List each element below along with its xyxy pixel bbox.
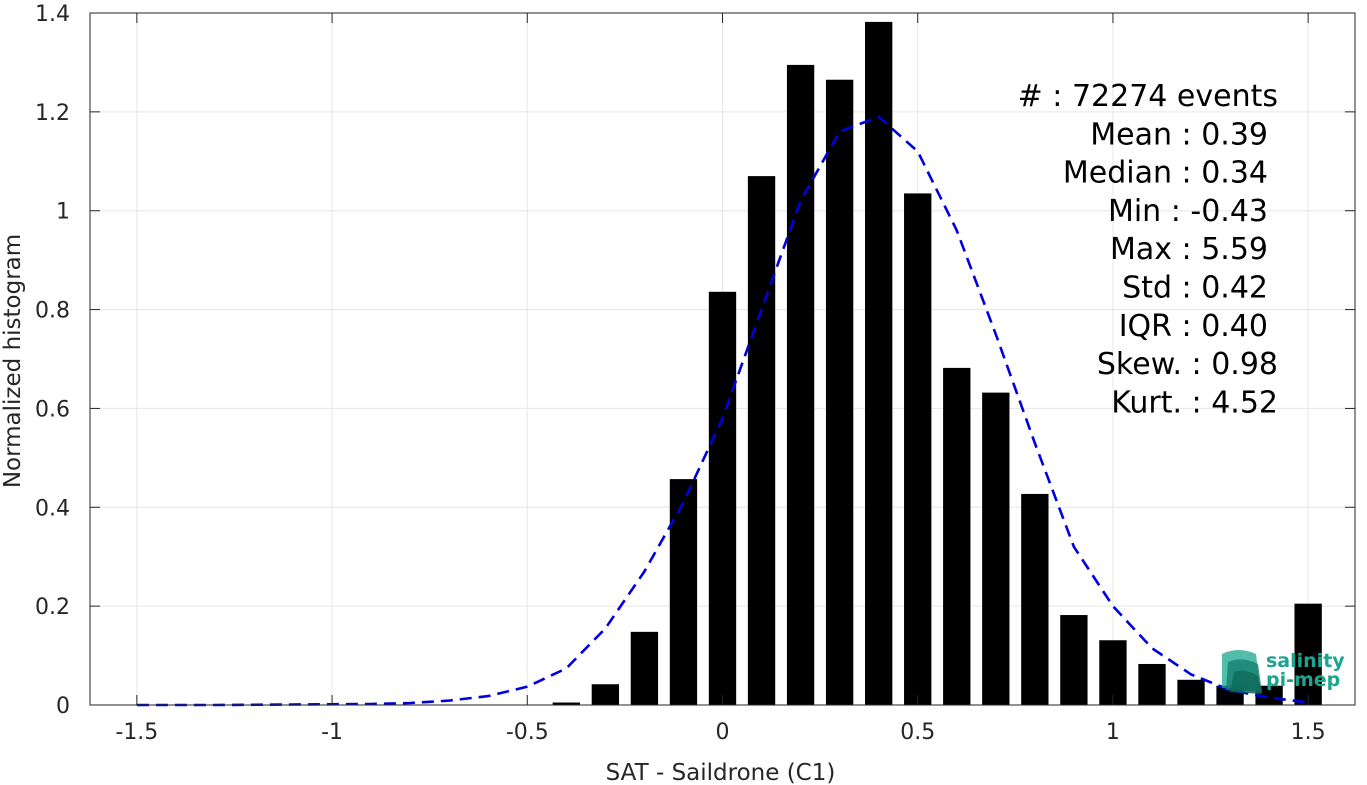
histogram-bar — [747, 176, 776, 706]
histogram-bar — [1060, 615, 1088, 705]
histogram-bar — [1021, 493, 1049, 705]
histogram-bar — [708, 291, 737, 705]
histogram-bar — [630, 631, 659, 705]
axis-ticks: -1.5 -1 -0.5 0 0.5 1 1.5 0 0.2 0.4 0.6 0.8 1 1.2 1.4 — [35, 2, 1355, 745]
stat-min: Min : -0.43 — [1108, 194, 1268, 229]
y-tick-label: 0.2 — [35, 595, 70, 620]
histogram-bar — [1177, 679, 1205, 705]
stat-median: Median : 0.34 — [1063, 156, 1268, 191]
y-axis-label: Normalized histogram — [0, 234, 26, 488]
wave-logo-icon — [1222, 650, 1262, 694]
histogram-bar — [786, 64, 815, 705]
stat-max: Max : 5.59 — [1110, 232, 1268, 267]
stat-iqr: IQR : 0.40 — [1119, 309, 1268, 344]
histogram-bar — [552, 702, 580, 705]
histogram-bar — [591, 684, 620, 705]
x-tick-label: -1.5 — [115, 720, 158, 745]
grid-lines — [90, 12, 1355, 706]
histogram-bar — [1294, 603, 1322, 705]
histogram-bar — [669, 479, 698, 705]
x-tick-label: 0 — [716, 720, 730, 745]
x-tick-label: 1.5 — [1291, 720, 1326, 745]
y-tick-label: 0 — [56, 694, 70, 719]
stat-mean: Mean : 0.39 — [1090, 117, 1268, 152]
logo-text-salinity: salinity — [1266, 650, 1345, 672]
y-tick-label: 0.4 — [35, 496, 70, 521]
y-tick-label: 0.6 — [35, 397, 70, 422]
stat-kurt: Kurt. : 4.52 — [1111, 385, 1278, 420]
histogram-bar — [865, 21, 893, 705]
x-tick-label: 1 — [1106, 720, 1120, 745]
x-tick-label: -1 — [321, 720, 343, 745]
histogram-bar — [943, 367, 971, 705]
histogram-bar — [904, 193, 932, 705]
stat-skew: Skew. : 0.98 — [1097, 347, 1278, 382]
x-tick-label: -0.5 — [506, 720, 549, 745]
x-axis-label: SAT - Saildrone (C1) — [606, 760, 836, 785]
histogram-bar — [982, 392, 1010, 705]
y-tick-label: 1 — [56, 200, 70, 225]
logo-text-pimep: pi-mep — [1266, 669, 1340, 691]
stats-annotation: # : 72274 events Mean : 0.39 Median : 0.… — [1018, 79, 1278, 420]
x-tick-label: 0.5 — [900, 720, 935, 745]
histogram-bar — [1138, 663, 1166, 705]
histogram-bar — [1255, 685, 1283, 705]
y-tick-label: 1.4 — [35, 2, 70, 27]
histogram-bar — [825, 79, 854, 705]
salinity-pimep-logo: salinity pi-mep — [1222, 650, 1345, 694]
stat-events: # : 72274 events — [1018, 79, 1278, 114]
fit-curve — [136, 115, 1309, 707]
bar-series — [552, 21, 1322, 706]
histogram-bar — [1099, 640, 1127, 705]
y-tick-label: 1.2 — [35, 101, 70, 126]
stat-std: Std : 0.42 — [1122, 271, 1268, 306]
y-tick-label: 0.8 — [35, 299, 70, 324]
